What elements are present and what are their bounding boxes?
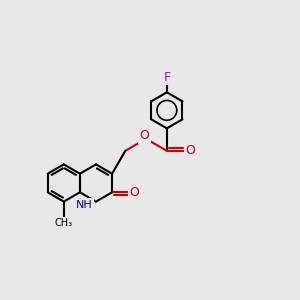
Text: O: O (129, 186, 139, 199)
Text: O: O (140, 129, 149, 142)
Text: F: F (163, 71, 170, 84)
Text: CH₃: CH₃ (55, 218, 73, 228)
Text: NH: NH (76, 200, 93, 210)
Text: O: O (185, 144, 195, 157)
